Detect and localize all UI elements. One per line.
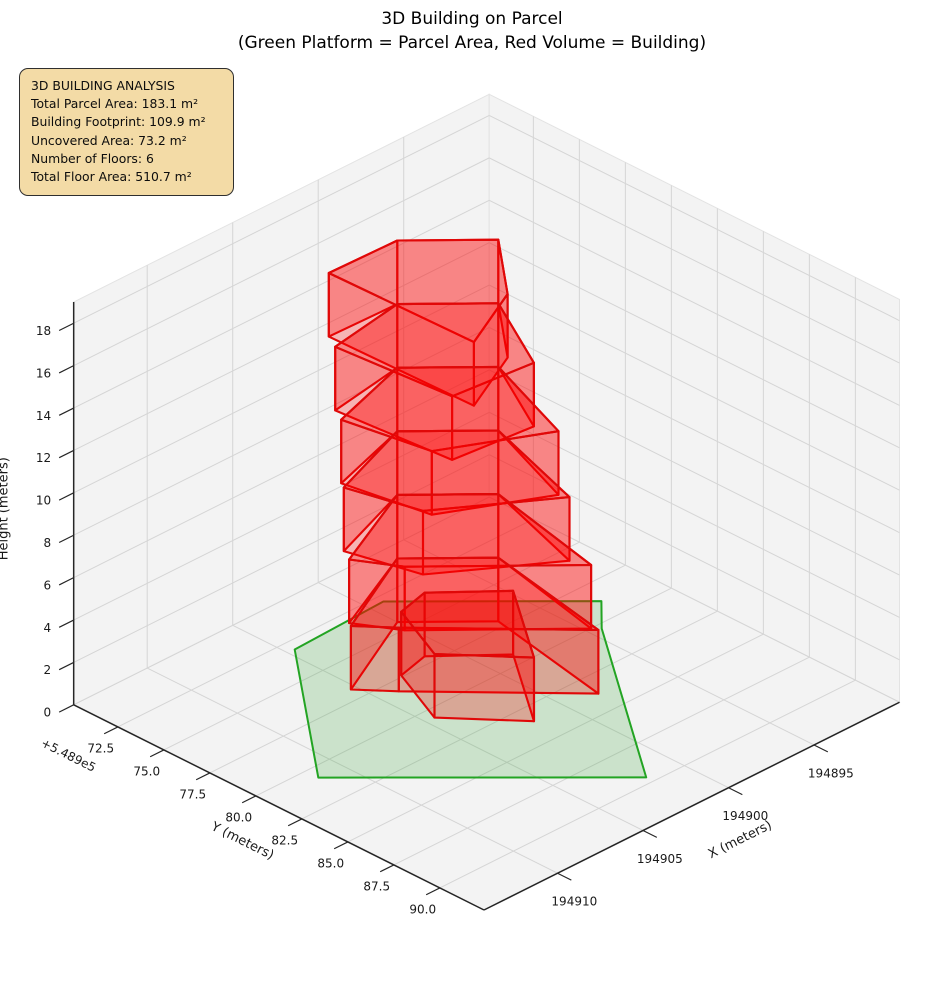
- y-tick-label: 80.0: [225, 810, 252, 824]
- z-tick-label: 4: [44, 621, 52, 635]
- building-floor-1-top-face: [349, 556, 600, 632]
- chart-title-block: 3D Building on Parcel (Green Platform = …: [0, 7, 944, 55]
- x-tick: [557, 872, 572, 881]
- grid-line-floor-y: [393, 656, 810, 866]
- grid-line-wall-z-right: [488, 284, 900, 491]
- x-tick-label: 194895: [808, 766, 854, 780]
- chart-subtitle: (Green Platform = Parcel Area, Red Volum…: [237, 33, 707, 53]
- info-line-parcel-area: Total Parcel Area: 183.1 m²: [31, 96, 199, 112]
- x-axis-line: [483, 701, 900, 911]
- info-line-floors: Number of Floors: 6: [31, 150, 154, 166]
- y-tick-label: 85.0: [317, 856, 344, 870]
- z-tick: [58, 322, 74, 332]
- grid-line-floor-x: [232, 624, 644, 831]
- building-floor-3-top-face: [342, 429, 571, 512]
- grid-line-wall-z-left: [73, 454, 490, 663]
- y-tick: [103, 726, 119, 735]
- y-tick: [241, 795, 257, 804]
- y-tick: [333, 841, 349, 850]
- z-tick: [58, 449, 74, 459]
- x-tick-label: 194910: [551, 895, 597, 909]
- y-axis-line: [73, 704, 485, 911]
- grid-line-wall-z-left: [73, 327, 490, 536]
- z-tick: [58, 492, 74, 501]
- x-tick-label: 194905: [637, 852, 683, 866]
- grid-line-wall-z-left: [73, 284, 490, 494]
- z-tick: [58, 704, 74, 713]
- z-tick-label: 0: [44, 706, 52, 720]
- info-box-title: 3D BUILDING ANALYSIS: [31, 78, 175, 93]
- z-tick: [58, 661, 74, 671]
- info-line-footprint: Building Footprint: 109.9 m²: [31, 114, 206, 130]
- building-annex-top-face: [400, 589, 536, 659]
- building-floor-6-top-face: [327, 238, 509, 344]
- grid-line-wall-z-right: [488, 369, 900, 576]
- z-tick: [58, 534, 74, 544]
- grid-line-floor-y: [347, 633, 764, 843]
- info-line-floor-area: Total Floor Area: 510.7 m²: [31, 169, 192, 185]
- grid-line-wall-z-right: [488, 157, 900, 364]
- y-tick: [195, 772, 211, 781]
- grid-line-floor-y: [163, 541, 580, 751]
- grid-line-wall-z-right: [488, 199, 900, 406]
- z-tick: [58, 619, 74, 628]
- z-tick-label: 12: [36, 451, 51, 465]
- y-tick-label: 77.5: [179, 787, 206, 801]
- grid-line-wall-z-right: [488, 496, 900, 703]
- z-tick: [58, 577, 74, 586]
- z-tick-label: 8: [44, 536, 52, 550]
- x-tick: [813, 744, 829, 753]
- y-tick-label: 75.0: [133, 764, 160, 778]
- grid-line-wall-z-right: [488, 115, 900, 322]
- grid-line-wall-z-right: [488, 242, 900, 449]
- building-floor-2-top-face: [348, 493, 593, 568]
- grid-line-floor-y: [439, 679, 856, 889]
- building-annex-side-face: [433, 652, 536, 723]
- info-line-uncovered: Uncovered Area: 73.2 m²: [31, 132, 187, 148]
- z-axis-label: Height (meters): [0, 457, 12, 560]
- z-tick-label: 6: [44, 578, 52, 592]
- grid-line-floor-y: [117, 518, 534, 728]
- grid-line-wall-z-left: [73, 115, 490, 324]
- x-tick: [728, 787, 743, 796]
- y-tick: [149, 749, 165, 758]
- grid-line-wall-z-right: [488, 327, 900, 534]
- y-tick: [425, 887, 441, 896]
- grid-line-floor-y: [301, 610, 718, 820]
- y-tick: [379, 864, 395, 873]
- z-tick-label: 10: [36, 494, 51, 508]
- y-axis-label: Y (meters): [208, 819, 277, 863]
- z-tick-label: 18: [36, 324, 51, 338]
- x-tick: [642, 829, 658, 838]
- grid-line-wall-z-left: [73, 199, 490, 409]
- y-tick: [287, 818, 303, 827]
- z-tick-label: 16: [36, 366, 51, 380]
- grid-line-wall-z-left: [73, 157, 490, 367]
- x-tick-label: 194900: [722, 809, 768, 823]
- z-tick: [58, 407, 74, 416]
- grid-line-floor-x: [403, 539, 815, 746]
- z-tick: [58, 365, 74, 374]
- z-tick-label: 2: [44, 663, 52, 677]
- grid-line-floor-x: [146, 667, 558, 874]
- y-tick-label: 72.5: [87, 741, 114, 755]
- y-tick-label: 87.5: [363, 879, 390, 893]
- grid-line-wall-z-left: [73, 369, 490, 579]
- building-floor-5-top-face: [334, 302, 535, 398]
- x-axis-label: X (meters): [706, 818, 774, 862]
- y-tick-label: 82.5: [271, 833, 298, 847]
- grid-line-wall-z-left: [73, 242, 490, 451]
- z-tick-label: 14: [36, 409, 51, 423]
- building-floor-1-side-face: [349, 624, 400, 693]
- grid-line-wall-z-left: [73, 496, 490, 706]
- chart-title: 3D Building on Parcel: [381, 9, 563, 29]
- y-tick-label: 90.0: [409, 902, 436, 916]
- analysis-info-box: 3D BUILDING ANALYSIS Total Parcel Area: …: [19, 68, 234, 197]
- building-floor-4-top-face: [340, 365, 560, 453]
